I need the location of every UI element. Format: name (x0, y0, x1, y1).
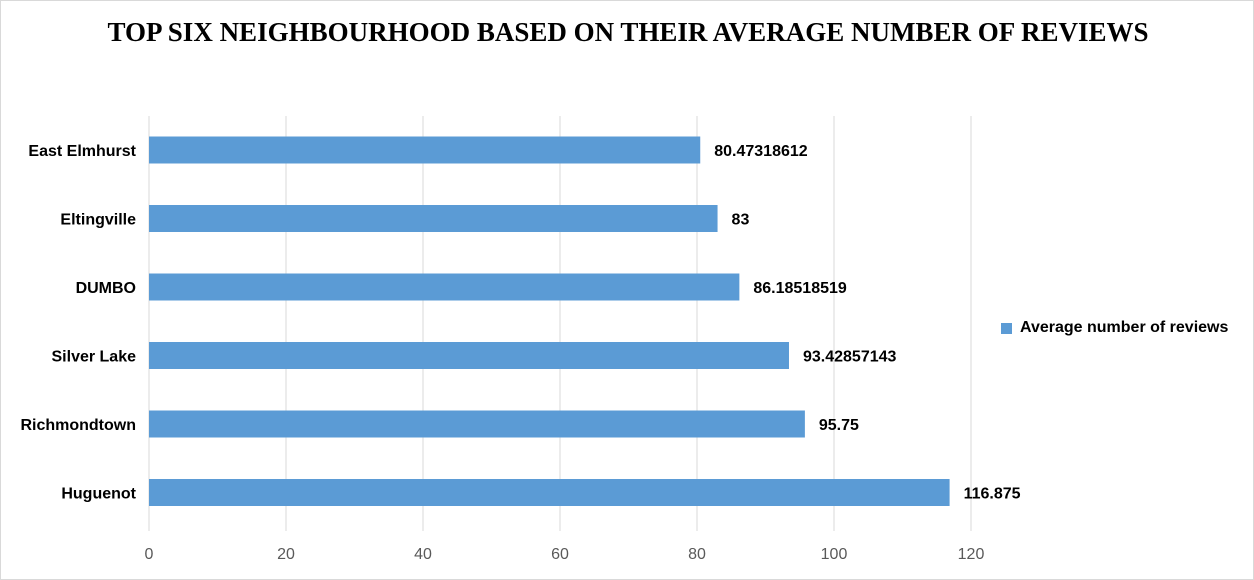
bar (149, 273, 740, 301)
data-label: 93.42857143 (803, 349, 897, 366)
category-label: Eltingville (60, 212, 136, 229)
chart-title: TOP SIX NEIGHBOURHOOD BASED ON THEIR AVE… (107, 17, 1149, 47)
legend-label: Average number of reviews (1020, 319, 1229, 336)
data-labels: 80.47318612 83 86.18518519 93.42857143 95.75… (714, 143, 1020, 503)
data-label: 86.18518519 (753, 280, 847, 297)
bar (149, 342, 789, 369)
category-label: Richmondtown (20, 417, 136, 434)
x-axis-ticks: 0 20 40 60 80 100 120 (145, 546, 985, 563)
category-label: East Elmhurst (28, 143, 136, 160)
data-label: 95.75 (819, 417, 859, 434)
data-label: 83 (732, 212, 750, 229)
data-label: 116.875 (964, 486, 1021, 503)
category-label: Huguenot (61, 486, 136, 503)
x-tick-label: 60 (551, 546, 569, 563)
bar (149, 479, 950, 506)
legend: Average number of reviews (1001, 319, 1228, 337)
x-tick-label: 40 (414, 546, 432, 563)
category-label: DUMBO (76, 280, 136, 297)
x-tick-label: 100 (821, 546, 848, 563)
bar (149, 410, 805, 438)
bar (149, 136, 701, 164)
x-tick-label: 80 (688, 546, 706, 563)
data-label: 80.47318612 (714, 143, 808, 160)
bars (149, 136, 950, 506)
bar (149, 205, 718, 232)
category-label: Silver Lake (52, 349, 137, 366)
category-labels: East Elmhurst Eltingville DUMBO Silver Lake… (20, 143, 136, 503)
gridlines (148, 116, 972, 531)
x-tick-label: 120 (958, 546, 985, 563)
x-tick-label: 20 (277, 546, 295, 563)
legend-swatch (1001, 322, 1012, 334)
x-tick-label: 0 (145, 546, 154, 563)
